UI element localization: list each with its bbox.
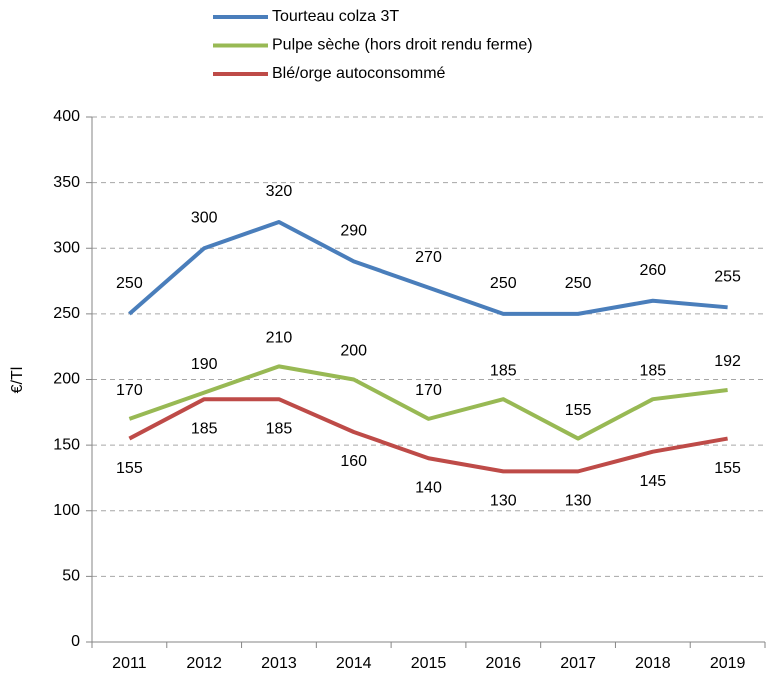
data-label: 270 <box>415 249 442 266</box>
data-label: 300 <box>191 209 218 226</box>
data-label: 200 <box>340 343 367 360</box>
data-label: 140 <box>415 479 442 496</box>
y-tick-label: 150 <box>53 436 80 453</box>
data-label: 155 <box>565 402 592 419</box>
data-label: 320 <box>266 183 293 200</box>
x-tick-label: 2019 <box>710 655 746 672</box>
data-label: 185 <box>639 362 666 379</box>
y-tick-label: 100 <box>53 502 80 519</box>
data-label: 190 <box>191 356 218 373</box>
data-label: 210 <box>266 330 293 347</box>
y-tick-label: 350 <box>53 174 80 191</box>
data-label: 170 <box>415 382 442 399</box>
data-label: 185 <box>191 420 218 437</box>
x-tick-label: 2014 <box>336 655 372 672</box>
data-label: 185 <box>490 362 517 379</box>
legend-label: Tourteau colza 3T <box>272 8 399 25</box>
data-label: 155 <box>116 460 143 477</box>
y-tick-label: 300 <box>53 239 80 256</box>
y-tick-label: 50 <box>62 568 80 585</box>
y-tick-label: 250 <box>53 305 80 322</box>
data-label: 130 <box>565 493 592 510</box>
series-line <box>128 364 728 441</box>
x-tick-label: 2017 <box>560 655 596 672</box>
data-label: 160 <box>340 453 367 470</box>
data-label: 250 <box>565 275 592 292</box>
data-label: 130 <box>490 493 517 510</box>
data-label: 170 <box>116 382 143 399</box>
data-label: 255 <box>714 269 741 286</box>
x-tick-label: 2018 <box>635 655 671 672</box>
series-line <box>128 397 728 474</box>
data-label: 192 <box>714 353 741 370</box>
data-label: 250 <box>490 275 517 292</box>
x-tick-label: 2011 <box>112 655 147 672</box>
x-tick-label: 2012 <box>186 655 222 672</box>
series-line <box>128 220 728 316</box>
data-label: 155 <box>714 460 741 477</box>
legend-label: Blé/orge autoconsommé <box>272 65 446 82</box>
y-axis-label: €/Tl <box>9 367 26 394</box>
y-tick-label: 200 <box>53 371 80 388</box>
x-tick-label: 2016 <box>485 655 521 672</box>
data-label: 185 <box>266 420 293 437</box>
data-label: 290 <box>340 223 367 240</box>
data-label: 145 <box>639 473 666 490</box>
x-tick-label: 2015 <box>411 655 447 672</box>
x-tick-label: 2013 <box>261 655 297 672</box>
y-tick-label: 0 <box>71 633 80 650</box>
data-label: 260 <box>639 262 666 279</box>
y-tick-label: 400 <box>53 108 80 125</box>
legend-label: Pulpe sèche (hors droit rendu ferme) <box>272 37 533 54</box>
data-label: 250 <box>116 275 143 292</box>
